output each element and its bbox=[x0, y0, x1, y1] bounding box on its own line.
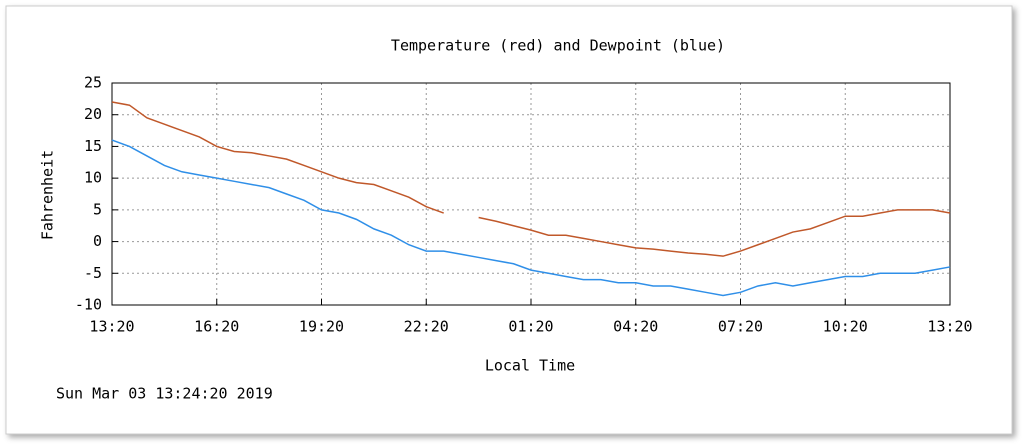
x-tick-label: 10:20 bbox=[823, 318, 868, 336]
x-tick-label: 13:20 bbox=[89, 318, 134, 336]
x-tick-label: 16:20 bbox=[194, 318, 239, 336]
x-tick-label: 07:20 bbox=[718, 318, 763, 336]
y-tick-label: 0 bbox=[93, 232, 102, 250]
x-tick-label: 22:20 bbox=[404, 318, 449, 336]
y-tick-label: 5 bbox=[93, 200, 102, 218]
data-line bbox=[111, 101, 951, 257]
y-tick-label: 10 bbox=[84, 169, 102, 187]
y-tick-label: 15 bbox=[84, 137, 102, 155]
plot-border bbox=[111, 82, 951, 306]
chart-title: Temperature (red) and Dewpoint (blue) bbox=[391, 37, 725, 55]
data-line bbox=[111, 139, 951, 297]
frame bbox=[5, 5, 1013, 435]
x-tick-label: 13:20 bbox=[927, 318, 972, 336]
x-tick-label: 19:20 bbox=[299, 318, 344, 336]
x-axis-label: Local Time bbox=[485, 357, 575, 375]
y-axis-label: Fahrenheit bbox=[39, 150, 57, 240]
y-tick-label: 25 bbox=[84, 74, 102, 92]
y-tick-label: -10 bbox=[75, 296, 102, 314]
y-tick-label: -5 bbox=[84, 264, 102, 282]
x-tick-label: 04:20 bbox=[613, 318, 658, 336]
y-tick-label: 20 bbox=[84, 105, 102, 123]
x-tick-label: 01:20 bbox=[508, 318, 553, 336]
timestamp: Sun Mar 03 13:24:20 2019 bbox=[56, 385, 273, 403]
